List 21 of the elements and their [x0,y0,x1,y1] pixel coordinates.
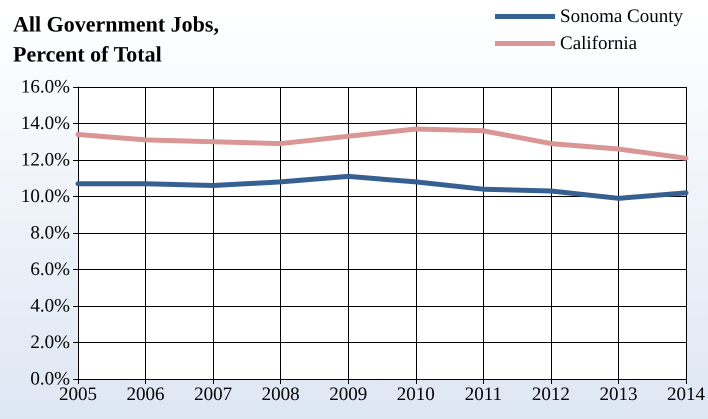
x-tick-label: 2007 [194,384,232,405]
y-tick-label: 4.0% [30,296,70,316]
x-tick-label: 2010 [396,384,435,405]
y-tick-label: 14.0% [20,113,70,134]
y-tick-label: 12.0% [20,150,70,170]
x-tick-label: 2009 [329,384,368,405]
y-tick-label: 16.0% [20,76,70,98]
y-tick-label: 8.0% [30,222,70,244]
y-tick-label: 10.0% [20,186,70,207]
y-tick-label: 2.0% [30,332,70,353]
x-tick-label: 2014 [667,384,706,405]
legend-label: Sonoma County [560,6,684,27]
x-tick-label: 2005 [59,384,97,405]
x-tick-label: 2011 [464,384,502,405]
chart-title: All Government Jobs, Percent of Total [13,12,219,66]
y-tick-label: 6.0% [30,259,70,280]
x-tick-label: 2006 [126,384,165,405]
x-tick-label: 2012 [532,384,570,405]
x-tick-label: 2013 [599,384,638,405]
legend-label: California [560,33,638,54]
x-tick-label: 2008 [262,384,300,405]
